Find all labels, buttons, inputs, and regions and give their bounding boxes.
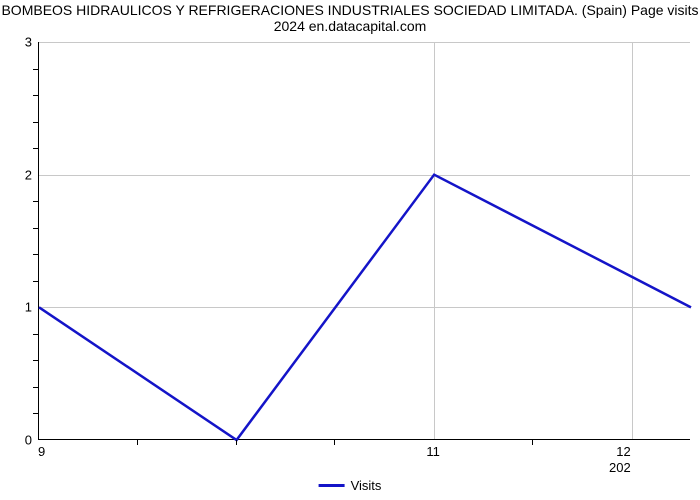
- x-minor-tick: [334, 440, 335, 445]
- y-minor-tick: [33, 360, 38, 361]
- y-minor-tick: [33, 281, 38, 282]
- y-minor-tick: [33, 69, 38, 70]
- x-tick-label: 11: [426, 444, 440, 459]
- plot-area: [38, 42, 690, 440]
- y-minor-tick: [33, 254, 38, 255]
- x-minor-tick: [532, 440, 533, 445]
- legend: Visits: [319, 478, 382, 493]
- x-tick-label: 9: [38, 444, 45, 459]
- x-secondary-label: 202: [609, 460, 631, 475]
- x-minor-tick: [236, 440, 237, 445]
- y-tick-label: 2: [25, 167, 32, 182]
- y-tick-label: 0: [25, 433, 32, 448]
- legend-label: Visits: [351, 478, 382, 493]
- chart-title-line2: 2024 en.datacapital.com: [274, 18, 427, 34]
- y-minor-tick: [33, 148, 38, 149]
- chart-title-line1: BOMBEOS HIDRAULICOS Y REFRIGERACIONES IN…: [1, 2, 698, 18]
- y-minor-tick: [33, 334, 38, 335]
- series-line: [39, 42, 691, 440]
- y-minor-tick: [33, 122, 38, 123]
- chart-title: BOMBEOS HIDRAULICOS Y REFRIGERACIONES IN…: [0, 2, 700, 34]
- x-minor-tick: [137, 440, 138, 445]
- y-minor-tick: [33, 95, 38, 96]
- y-minor-tick: [33, 387, 38, 388]
- x-tick-label: 12: [616, 444, 630, 459]
- y-tick-label: 1: [25, 300, 32, 315]
- y-minor-tick: [33, 228, 38, 229]
- y-minor-tick: [33, 201, 38, 202]
- legend-swatch: [319, 484, 345, 487]
- y-minor-tick: [33, 413, 38, 414]
- y-tick-label: 3: [25, 35, 32, 50]
